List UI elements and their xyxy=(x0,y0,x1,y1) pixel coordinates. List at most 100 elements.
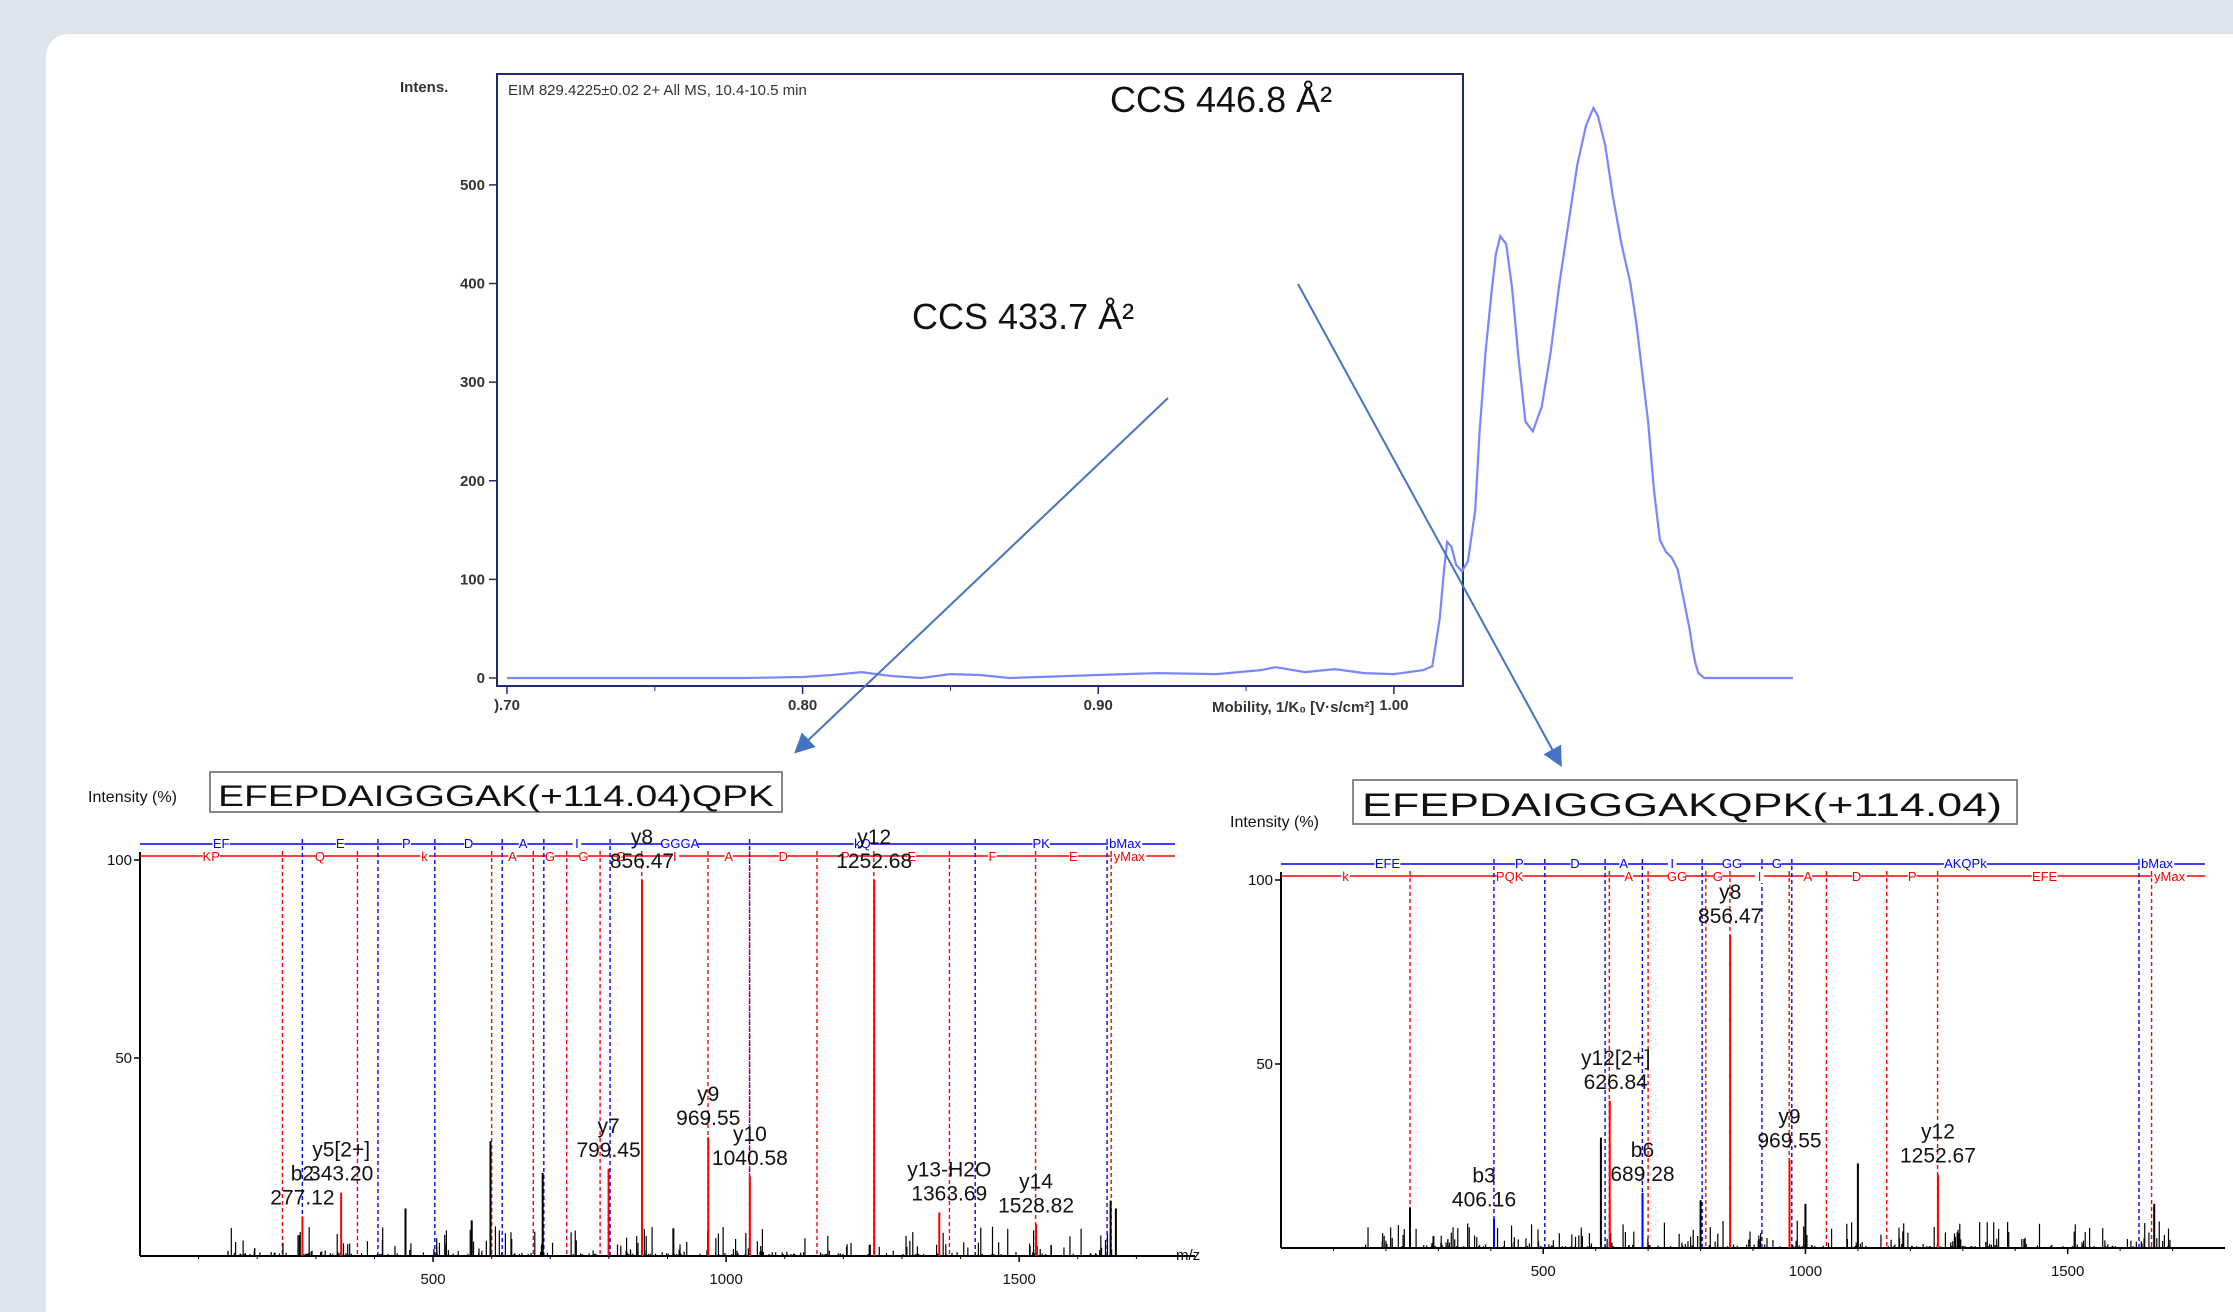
y-ion-label: A xyxy=(1624,869,1633,884)
spectrum-xtick-label: 1000 xyxy=(1789,1263,1822,1280)
y-ion-label: G xyxy=(1713,869,1723,884)
y-ion-label: P xyxy=(1908,869,1917,884)
b-ion-label-bg xyxy=(464,836,473,850)
mobilogram-y-axis-label: Intens. xyxy=(400,79,448,96)
mobilogram-x-axis-label: Mobility, 1/K₀ [V·s/cm²] xyxy=(1212,699,1374,716)
y-ion-label: k xyxy=(1342,869,1349,884)
y-ion-label: EFE xyxy=(2032,869,2058,884)
mob-ytick-label: 400 xyxy=(460,276,485,293)
b-ion-label-bg xyxy=(402,836,411,850)
b-ion-label: P xyxy=(1515,856,1524,871)
y-ion-label-bg xyxy=(315,849,325,863)
y-ion-label: yMax xyxy=(2154,869,2186,884)
spectrum-ytick-label: 100 xyxy=(107,852,132,869)
b-ion-label: A xyxy=(1619,856,1628,871)
b-ion-label-bg xyxy=(2139,856,2175,870)
b-ion-label-bg xyxy=(518,836,528,850)
spectrum-ytick-label: 50 xyxy=(1256,1056,1273,1073)
ccs-annotation-433-7: CCS 433.7 Å² xyxy=(912,296,1134,337)
y-ion-label: D xyxy=(779,849,788,864)
peak-ion-label: b3 xyxy=(1472,1165,1495,1188)
peak-ion-label: y12[2+] xyxy=(1581,1047,1650,1070)
y-ion-label-bg xyxy=(1852,869,1861,883)
y-ion-label-bg xyxy=(202,849,220,863)
b-ion-label: A xyxy=(519,836,528,851)
right-peptide-box xyxy=(1352,779,2018,825)
left-y-axis-label: Intensity (%) xyxy=(88,789,177,806)
b-ion-label-bg xyxy=(1570,856,1580,870)
left-peptide-box xyxy=(209,771,783,813)
left-spectrum: Intensity (%) EFEPDAIGGGAK(+114.04)QPK 5… xyxy=(88,771,1200,1288)
spectrum-ytick-label: 50 xyxy=(115,1050,132,1067)
y-ion-label-bg xyxy=(616,849,626,863)
spectrum-xtick-label: 500 xyxy=(421,1271,446,1288)
peak-ion-label: y9 xyxy=(697,1083,719,1106)
peak-mz-label: 969.55 xyxy=(1757,1130,1821,1153)
mob-xtick-label: 0.80 xyxy=(788,697,817,714)
y-ion-label-bg xyxy=(1668,869,1686,883)
b-ion-label: AKQPk xyxy=(1944,856,1987,871)
spectrum-xtick-label: 500 xyxy=(1531,1263,1556,1280)
b-ion-label-bg xyxy=(853,836,871,850)
spectrum-xtick-label: 1500 xyxy=(1002,1271,1035,1288)
peak-mz-label: 277.12 xyxy=(270,1186,334,1209)
peak-mz-label: 1040.58 xyxy=(712,1147,788,1170)
peak-mz-label: 626.84 xyxy=(1584,1071,1649,1094)
y-ion-label-bg xyxy=(1624,869,1634,883)
arrow-to-right-spectrum xyxy=(1297,283,1562,768)
peak-mz-label: 689.28 xyxy=(1610,1163,1674,1186)
y-ion-label: E xyxy=(907,849,916,864)
b-ion-label-bg xyxy=(1374,856,1401,870)
b-ion-label: GG xyxy=(1722,856,1742,871)
peak-mz-label: 856.47 xyxy=(610,850,674,873)
b-ion-label: EFE xyxy=(1375,856,1401,871)
y-ion-label-bg xyxy=(1111,849,1147,863)
peak-ion-label: y7 xyxy=(597,1115,619,1138)
peak-mz-label: 406.16 xyxy=(1452,1189,1516,1212)
y-ion-label-bg xyxy=(508,849,517,863)
y-ion-label-bg xyxy=(841,849,850,863)
b-ion-label-bg xyxy=(1943,856,1987,870)
b-ion-label: GGGA xyxy=(660,836,699,851)
y-ion-label-bg xyxy=(420,849,429,863)
b-ion-label: EF xyxy=(213,836,230,851)
peak-ion-label: y14 xyxy=(1019,1170,1053,1193)
peak-mz-label: 969.55 xyxy=(676,1107,740,1130)
y-ion-label: k xyxy=(421,849,428,864)
mob-xtick-label: 0.90 xyxy=(1084,697,1113,714)
mob-ytick-label: 200 xyxy=(460,473,485,490)
peak-mz-label: 1363.69 xyxy=(911,1182,987,1205)
peak-ion-label: y10 xyxy=(733,1123,767,1146)
y-ion-label: P xyxy=(841,849,850,864)
spectrum-xtick-label: 1000 xyxy=(709,1271,742,1288)
right-peptide-sequence: EFEPDAIGGGAKQPK(+114.04) xyxy=(1362,787,2002,823)
peak-ion-label: y12 xyxy=(857,826,891,849)
y-ion-label: E xyxy=(1069,849,1078,864)
right-spectrum: Intensity (%) EFEPDAIGGGAKQPK(+114.04) 5… xyxy=(1230,779,2225,1280)
b-ion-label-bg xyxy=(335,836,345,850)
y-ion-label-bg xyxy=(579,849,588,863)
b-ion-label: PK xyxy=(1032,836,1050,851)
ccs-annotation-446-8: CCS 446.8 Å² xyxy=(1110,79,1332,120)
peak-ion-label: y12 xyxy=(1921,1120,1955,1143)
b-ion-label: G xyxy=(1772,856,1782,871)
spectrum-xtick-label: 1500 xyxy=(2051,1263,2084,1280)
y-ion-label: I xyxy=(1758,869,1762,884)
y-ion-label-bg xyxy=(1907,869,1917,883)
peak-ion-label: y5[2+] xyxy=(312,1139,370,1162)
b-ion-label: P xyxy=(402,836,411,851)
y-ion-label: A xyxy=(724,849,733,864)
right-y-axis-label: Intensity (%) xyxy=(1230,814,1319,831)
mob-xtick-label: ).70 xyxy=(494,697,520,714)
mobilogram-trace-label: EIM 829.4225±0.02 2+ All MS, 10.4-10.5 m… xyxy=(508,82,807,99)
y-ion-label-bg xyxy=(2031,869,2058,883)
b-ion-label-bg xyxy=(1723,856,1741,870)
peak-ion-label: b6 xyxy=(1631,1139,1654,1162)
b-ion-label-bg xyxy=(572,836,582,850)
y-ion-label-bg xyxy=(907,849,916,863)
mob-ytick-label: 0 xyxy=(477,670,485,687)
b-ion-label: I xyxy=(575,836,579,851)
